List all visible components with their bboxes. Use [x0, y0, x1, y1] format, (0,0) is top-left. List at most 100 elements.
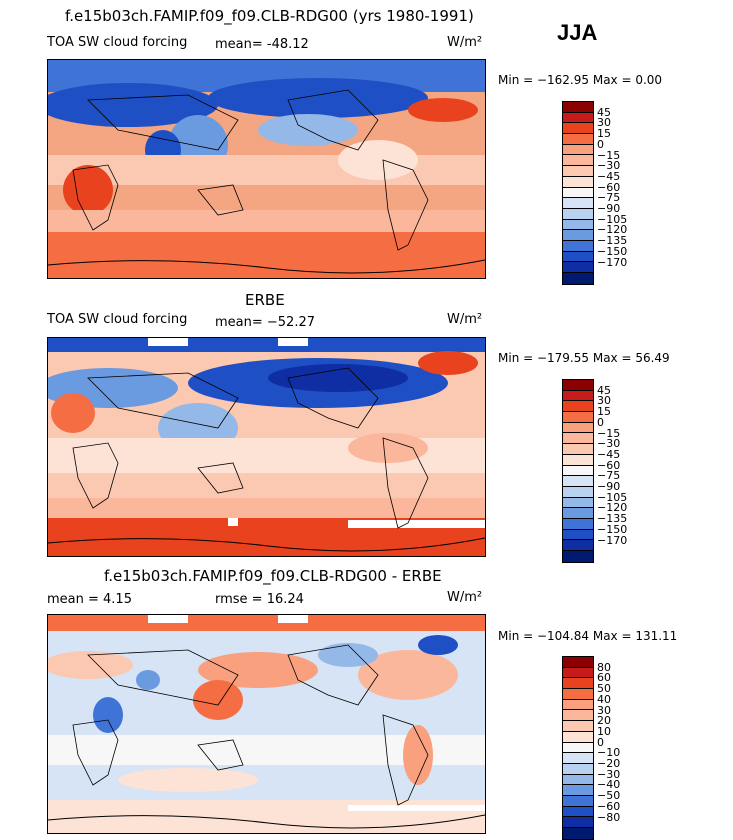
colorbar-swatch	[563, 251, 593, 263]
colorbar-swatch	[563, 401, 593, 413]
colorbar-tick-label: 15	[597, 127, 611, 141]
colorbar-tick-label: 80	[597, 660, 611, 674]
colorbar-swatch	[563, 444, 593, 455]
colorbar-tick-label: −50	[597, 789, 621, 803]
colorbar-swatch	[563, 518, 593, 530]
colorbar-tick-label: 30	[597, 703, 611, 717]
colorbar-swatch	[563, 433, 593, 445]
colorbar-tick-label: −135	[597, 512, 628, 526]
panel2-minmax: Min = −179.55 Max = 56.49	[498, 351, 670, 365]
colorbar-swatch	[563, 774, 593, 786]
colorbar-tick-label: −150	[597, 522, 628, 536]
colorbar-tick-label: −120	[597, 501, 628, 515]
colorbar-swatch	[563, 102, 593, 113]
colorbar-swatch	[563, 828, 593, 839]
colorbar-swatch	[563, 667, 593, 679]
panel3-minmax: Min = −104.84 Max = 131.11	[498, 629, 678, 643]
colorbar-swatch	[563, 529, 593, 541]
colorbar-tick-label: −15	[597, 426, 621, 440]
colorbar-swatch	[563, 817, 593, 828]
colorbar-tick-label: −30	[597, 437, 621, 451]
colorbar-tick-label: −30	[597, 767, 621, 781]
colorbar-swatch	[563, 240, 593, 252]
panel3-colorbar	[562, 656, 594, 840]
colorbar-tick-label: −75	[597, 191, 621, 205]
colorbar-tick-label: −75	[597, 469, 621, 483]
colorbar-swatch	[563, 721, 593, 732]
colorbar-swatch	[563, 187, 593, 199]
colorbar-swatch	[563, 412, 593, 423]
colorbar-tick-label: −90	[597, 202, 621, 215]
colorbar-swatch	[563, 380, 593, 391]
colorbar-tick-label: −60	[597, 458, 621, 472]
colorbar-swatch	[563, 486, 593, 498]
panel1-mean: mean= -48.12	[215, 37, 309, 52]
colorbar-swatch	[563, 731, 593, 743]
colorbar-tick-label: 30	[597, 116, 611, 130]
colorbar-swatch	[563, 497, 593, 509]
colorbar-swatch	[563, 508, 593, 519]
colorbar-swatch	[563, 699, 593, 711]
colorbar-tick-label: −120	[597, 223, 628, 237]
colorbar-swatch	[563, 795, 593, 807]
colorbar-tick-label: −90	[597, 480, 621, 493]
colorbar-swatch	[563, 144, 593, 156]
panel3-mean: mean = 4.15	[47, 592, 132, 607]
colorbar-tick-label: −40	[597, 778, 621, 792]
colorbar-tick-label: −45	[597, 447, 621, 461]
panel3-map-svg	[48, 615, 485, 833]
colorbar-swatch	[563, 476, 593, 487]
colorbar-swatch	[563, 230, 593, 241]
colorbar-swatch	[563, 208, 593, 220]
colorbar-tick-label: −60	[597, 799, 621, 813]
panel1-units: W/m²	[447, 35, 483, 50]
colorbar-swatch	[563, 454, 593, 466]
season-label: JJA	[557, 20, 598, 45]
colorbar-tick-label: −170	[597, 533, 628, 547]
colorbar-tick-label: 0	[597, 415, 604, 429]
colorbar-swatch	[563, 390, 593, 402]
colorbar-swatch	[563, 763, 593, 775]
colorbar-swatch	[563, 112, 593, 124]
colorbar-swatch	[563, 806, 593, 818]
colorbar-tick-label: 45	[597, 383, 611, 397]
colorbar-tick-label: −15	[597, 148, 621, 162]
panel3-units: W/m²	[447, 590, 483, 605]
colorbar-tick-label: −30	[597, 159, 621, 173]
colorbar-swatch	[563, 219, 593, 231]
colorbar-tick-label: −20	[597, 757, 621, 770]
colorbar-swatch	[563, 166, 593, 177]
panel1-subtitle: TOA SW cloud forcing	[47, 35, 188, 50]
panel3-map	[47, 614, 486, 834]
colorbar-tick-label: −80	[597, 810, 621, 824]
panel2-map-svg	[48, 338, 485, 556]
colorbar-tick-label: 30	[597, 394, 611, 408]
panel3-rmse: rmse = 16.24	[215, 592, 304, 607]
colorbar-tick-label: −150	[597, 244, 628, 258]
colorbar-swatch	[563, 742, 593, 754]
colorbar-swatch	[563, 785, 593, 796]
panel2-mean: mean= −52.27	[215, 315, 316, 330]
colorbar-tick-label: −135	[597, 234, 628, 248]
panel1-map	[47, 59, 486, 279]
colorbar-tick-label: −105	[597, 490, 628, 504]
panel2-subtitle: TOA SW cloud forcing	[47, 312, 188, 327]
colorbar-swatch	[563, 551, 593, 562]
colorbar-tick-label: −105	[597, 212, 628, 226]
colorbar-tick-label: 15	[597, 405, 611, 419]
colorbar-swatch	[563, 198, 593, 209]
colorbar-tick-label: 40	[597, 692, 611, 706]
panel1-map-svg	[48, 60, 485, 278]
panel3-title: f.e15b03ch.FAMIP.f09_f09.CLB-RDG00 - ERB…	[104, 567, 442, 585]
colorbar-swatch	[563, 753, 593, 764]
panel2-colorbar	[562, 379, 594, 563]
colorbar-tick-label: 50	[597, 682, 611, 696]
colorbar-tick-label: 0	[597, 735, 604, 749]
colorbar-tick-label: −10	[597, 746, 621, 760]
colorbar-tick-label: 20	[597, 714, 611, 728]
colorbar-tick-label: 60	[597, 671, 611, 685]
colorbar-tick-label: 0	[597, 137, 604, 151]
colorbar-tick-label: 10	[597, 724, 611, 738]
colorbar-tick-label: 45	[597, 105, 611, 119]
colorbar-swatch	[563, 262, 593, 273]
